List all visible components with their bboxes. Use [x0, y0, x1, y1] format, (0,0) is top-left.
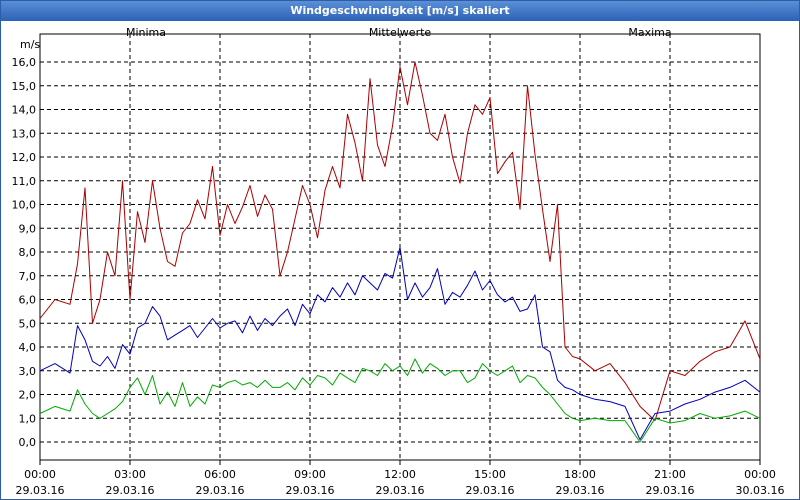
legend-mittelwerte: Mittelwerte	[369, 26, 432, 39]
y-tick-label: 8,0	[19, 246, 37, 259]
grid	[39, 34, 761, 465]
y-tick-label: 12,0	[12, 151, 37, 164]
legend-minima: Minima	[126, 26, 166, 39]
x-tick-time: 15:00	[474, 468, 506, 481]
y-axis-unit: m/s	[20, 38, 40, 51]
y-tick-label: 0,0	[19, 436, 37, 449]
x-axis-labels: 00:00 29.03.16 03:00 29.03.16 06:00 29.03.16 0…	[16, 468, 785, 497]
x-tick-date: 29.03.16	[466, 484, 515, 497]
x-tick-date: 29.03.16	[106, 484, 155, 497]
y-tick-label: 4,0	[19, 341, 37, 354]
legend-maxima: Maxima	[628, 26, 671, 39]
x-tick-time: 18:00	[564, 468, 596, 481]
x-tick-time: 12:00	[384, 468, 416, 481]
x-tick-date: 30.03.16	[736, 484, 785, 497]
x-tick-time: 09:00	[294, 468, 326, 481]
y-tick-label: 3,0	[19, 365, 37, 378]
x-tick-date: 29.03.16	[16, 484, 65, 497]
series-line-minima	[39, 358, 761, 443]
window-title: Windgeschwindigkeit [m/s] skaliert	[1, 1, 799, 21]
y-tick-label: 2,0	[19, 389, 37, 402]
series-line-maxima	[39, 61, 761, 422]
y-tick-label: 15,0	[12, 80, 37, 93]
x-tick-time: 00:00	[744, 468, 776, 481]
series-line-mittelwerte	[39, 246, 761, 441]
x-tick-date: 29.03.16	[556, 484, 605, 497]
series-lines	[39, 61, 761, 443]
y-tick-label: 14,0	[12, 104, 37, 117]
x-tick-date: 29.03.16	[286, 484, 335, 497]
y-tick-label: 7,0	[19, 270, 37, 283]
y-tick-label: 5,0	[19, 317, 37, 330]
x-tick-date: 29.03.16	[376, 484, 425, 497]
x-tick-date: 29.03.16	[646, 484, 695, 497]
y-axis-labels: 0,0 1,0 2,0 3,0 4,0 5,0 6,0 7,0 8,0 9,0 10,0 11,0 12…	[12, 56, 37, 449]
y-tick-label: 11,0	[12, 175, 37, 188]
x-tick-time: 21:00	[654, 468, 686, 481]
y-tick-label: 13,0	[12, 127, 37, 140]
y-tick-label: 6,0	[19, 294, 37, 307]
y-tick-label: 1,0	[19, 412, 37, 425]
x-tick-time: 03:00	[114, 468, 146, 481]
x-tick-time: 00:00	[24, 468, 56, 481]
y-tick-label: 16,0	[12, 56, 37, 69]
x-tick-time: 06:00	[204, 468, 236, 481]
x-tick-date: 29.03.16	[196, 484, 245, 497]
y-tick-label: 10,0	[12, 199, 37, 212]
y-tick-label: 9,0	[19, 222, 37, 235]
